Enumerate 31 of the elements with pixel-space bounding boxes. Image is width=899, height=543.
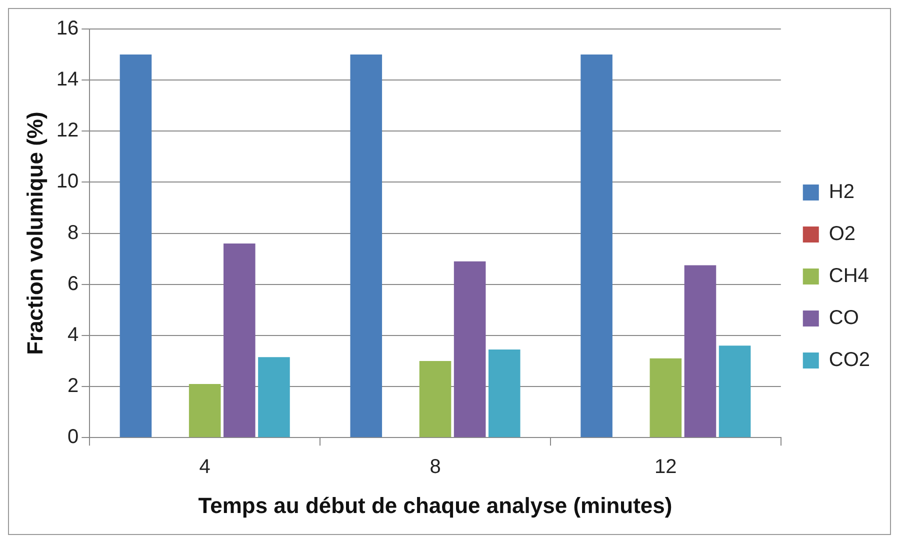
- y-tick-label: 12: [56, 120, 79, 142]
- bar: [718, 346, 751, 438]
- bar: [120, 54, 152, 438]
- legend-label: CO2: [828, 349, 870, 372]
- bar: [419, 360, 452, 438]
- y-tick-label: 16: [56, 18, 79, 40]
- y-tick-label: 14: [56, 68, 79, 91]
- bar: [684, 265, 716, 438]
- y-tick-label: 0: [68, 426, 79, 448]
- x-axis-title: Temps au début de chaque analyse (minutes): [198, 492, 672, 518]
- bar: [580, 54, 612, 438]
- x-tick-label: 4: [199, 456, 210, 478]
- y-axis-title: Fraction volumique (%): [22, 112, 48, 355]
- y-tick-label: 8: [68, 222, 79, 244]
- legend-label: H2: [828, 181, 854, 204]
- bar: [188, 384, 221, 438]
- y-tick-label: 10: [56, 170, 79, 193]
- bar: [454, 261, 486, 438]
- y-tick-label: 6: [68, 272, 79, 295]
- bar: [224, 244, 256, 438]
- bar: [258, 357, 290, 438]
- bar: [350, 54, 382, 438]
- y-tick-label: 2: [68, 375, 79, 398]
- x-tick-label: 12: [654, 456, 677, 478]
- legend-label: CH4: [828, 265, 869, 288]
- bar: [650, 358, 682, 438]
- legend-label: O2: [828, 223, 856, 246]
- bar: [488, 349, 520, 438]
- y-tick-label: 4: [68, 324, 79, 346]
- legend-label: CO: [828, 307, 859, 330]
- x-tick-label: 8: [430, 456, 441, 478]
